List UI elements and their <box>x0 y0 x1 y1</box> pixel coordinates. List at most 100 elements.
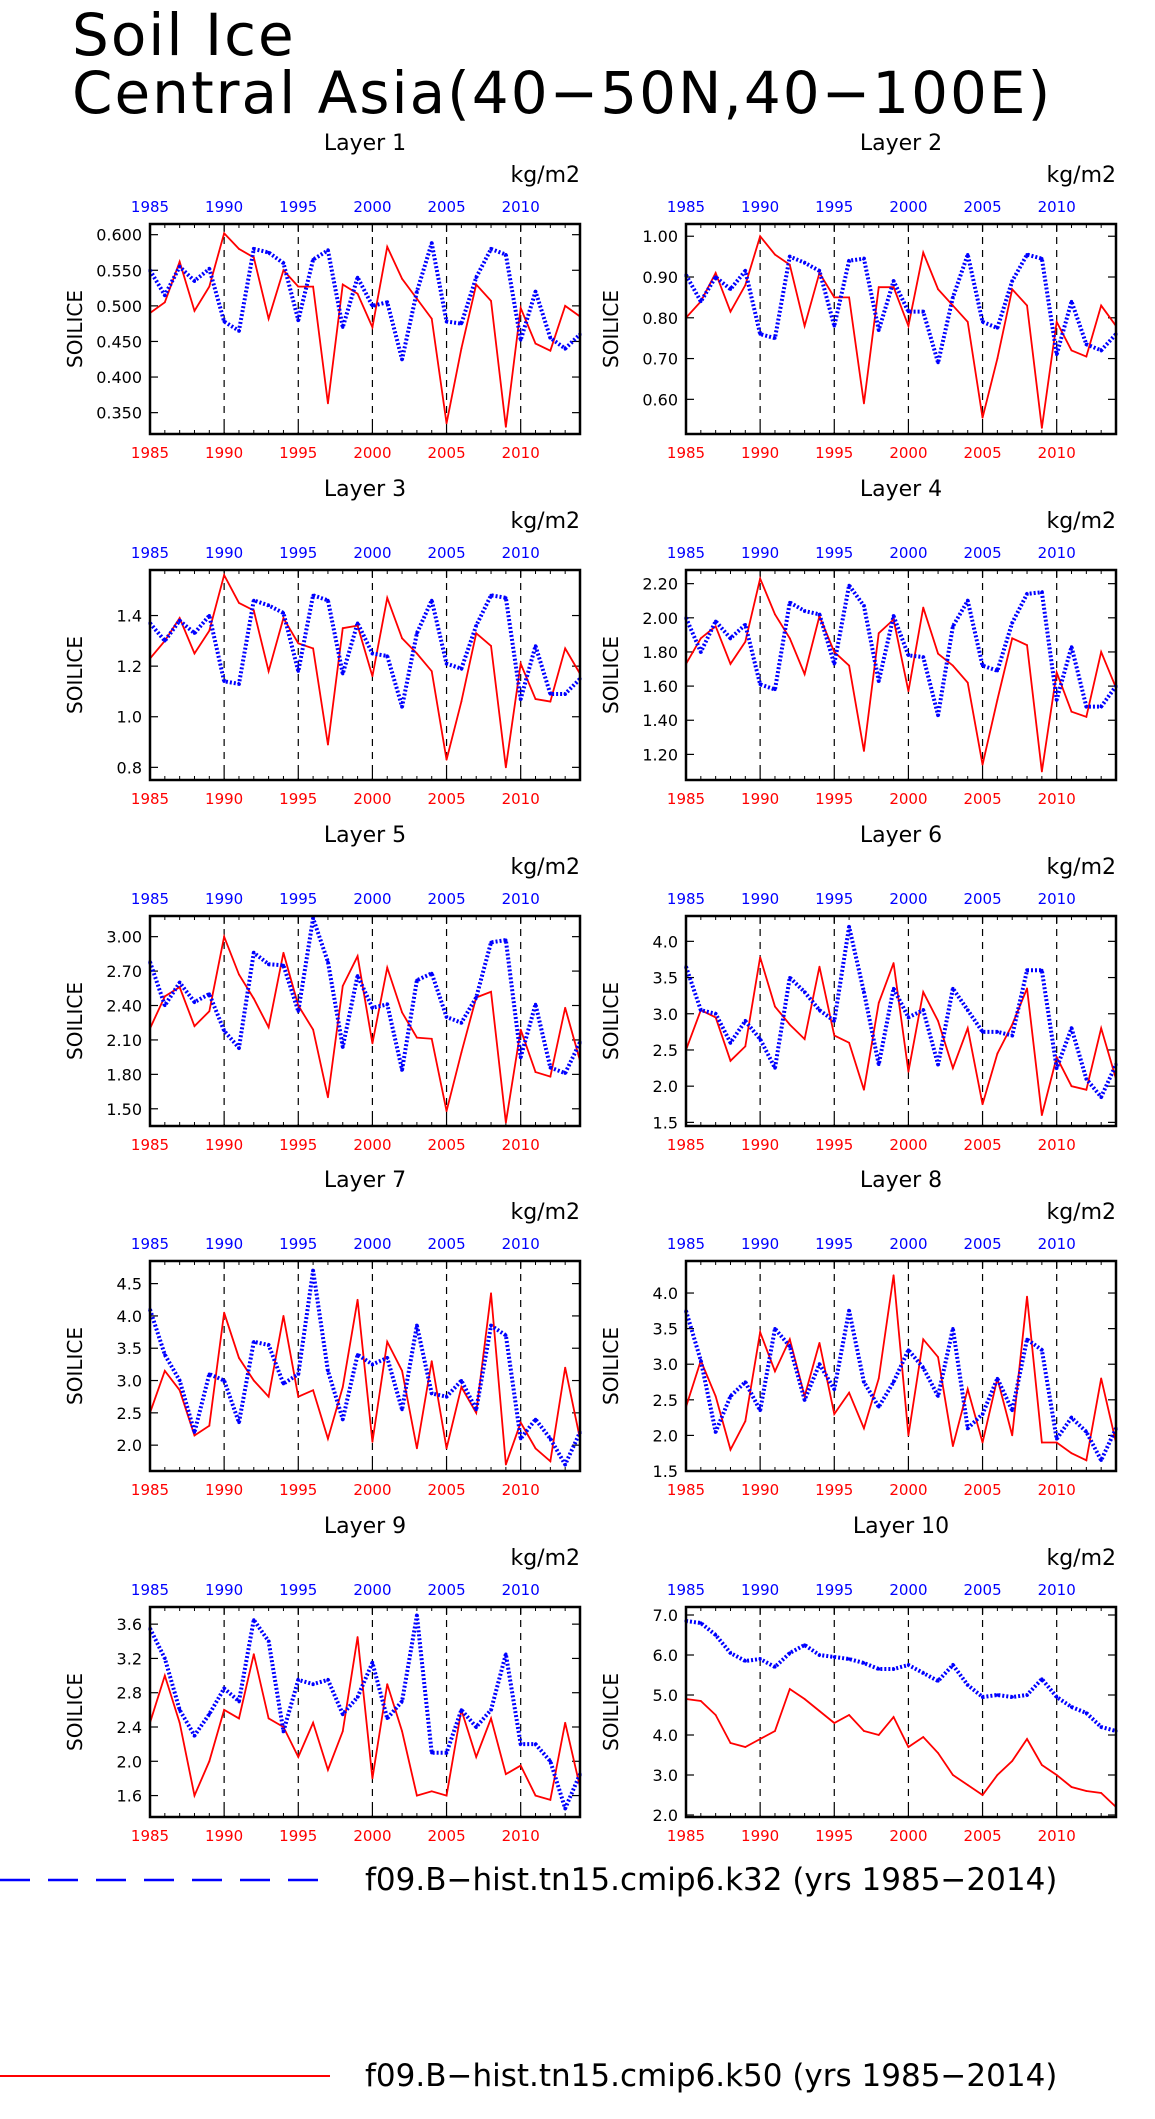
layer9-k32-point-2002 <box>400 1699 404 1703</box>
layer6-ytick-label-3: 3.0 <box>653 1005 678 1024</box>
layer8-k32-point-2011 <box>1069 1416 1074 1420</box>
layer9-k32-point-2005 <box>444 1751 449 1755</box>
layer4-k50-point-1997 <box>863 750 865 752</box>
layer2-k32-point-2001 <box>921 310 925 314</box>
layer4-k32-point-1997 <box>862 604 866 608</box>
layer2-xtick-label-top-2000: 2000 <box>889 198 927 216</box>
layer1-k32-point-1994 <box>281 261 286 265</box>
layer7-k50-point-1994 <box>282 1315 285 1317</box>
layer4-k32-point-1989 <box>743 623 747 627</box>
layer8-k50-point-1993 <box>803 1395 806 1398</box>
layer5-units-label: kg/m2 <box>510 855 580 880</box>
layer1-xtick-label-bottom-2010: 2010 <box>502 444 540 462</box>
layer4-k50-point-1996 <box>848 664 851 667</box>
layer8-xtick-label-top-2005: 2005 <box>963 1235 1001 1253</box>
layer2-k32-point-2005 <box>980 320 985 324</box>
layer4-k50-point-2011 <box>1070 710 1073 713</box>
layer1-k32-point-1998 <box>341 325 345 329</box>
layer3-xtick-label-top-2005: 2005 <box>427 544 465 562</box>
layer5-k32-point-2005 <box>444 1015 449 1019</box>
layer2-k50-point-1988 <box>729 310 732 313</box>
layer7-k32-point-2009 <box>504 1333 508 1337</box>
layer2-k50-point-1999 <box>892 286 895 289</box>
layer7-k32-point-2001 <box>385 1356 389 1360</box>
layer7-k32-point-1990 <box>222 1378 226 1383</box>
layer10-k50-point-2011 <box>1070 1786 1073 1788</box>
layer3-k32-point-2007 <box>474 624 478 628</box>
layer6-k32-point-1989 <box>743 1019 747 1023</box>
layer10-units-label: kg/m2 <box>1046 1546 1116 1571</box>
layer7-xtick-label-bottom-2005: 2005 <box>427 1481 465 1499</box>
layer5-title: Layer 5 <box>324 823 406 848</box>
layer7-k50-point-2010 <box>519 1421 522 1424</box>
layer8-k50-point-2001 <box>922 1338 925 1341</box>
layer10-xtick-label-bottom-2005: 2005 <box>963 1827 1001 1845</box>
layer7-xtick-label-top-1990: 1990 <box>205 1235 243 1253</box>
layer3-k50-point-1998 <box>341 627 344 630</box>
layer5-k50-point-2004 <box>430 1037 433 1040</box>
layer5-ytick-label-4: 2.70 <box>106 962 142 981</box>
layer10-k50-point-2009 <box>1040 1764 1043 1766</box>
layer8-k32-point-1992 <box>788 1344 792 1349</box>
layer8-k32-point-2008 <box>1025 1337 1029 1341</box>
layer6-k50-point-1987 <box>714 1016 717 1019</box>
layer7-title: Layer 7 <box>324 1168 406 1193</box>
layer3-k50-point-1997 <box>327 743 329 746</box>
layer8-k50-point-1987 <box>714 1395 717 1398</box>
layer10-k50-point-1997 <box>863 1730 865 1732</box>
layer1-k50-point-1994 <box>282 269 285 272</box>
layer1-k50-point-2003 <box>415 297 418 300</box>
layer6-k50-point-2012 <box>1085 1088 1088 1091</box>
layer9-k32-point-1998 <box>341 1712 345 1716</box>
layer7-k50-point-2012 <box>549 1460 552 1463</box>
layer4-k50-point-2002 <box>937 652 939 655</box>
layer6-k32-point-2013 <box>1099 1095 1103 1099</box>
layer8-k32-point-2007 <box>1010 1408 1014 1413</box>
layer6-k32-point-2012 <box>1084 1077 1088 1081</box>
layer7-k32-point-1986 <box>163 1353 167 1357</box>
layer6-k32-point-2005 <box>980 1030 985 1034</box>
layer3-k50-point-1992 <box>252 609 255 612</box>
layer10-k32-point-2008 <box>1025 1693 1029 1697</box>
layer3-k32-point-2000 <box>370 651 375 656</box>
layer7-k32-point-2000 <box>370 1362 375 1366</box>
layer8-k50-point-1999 <box>892 1274 895 1277</box>
layer4-title: Layer 4 <box>860 477 942 502</box>
layer10-k50-point-2005 <box>981 1794 984 1796</box>
layer8-k32-point-1995 <box>832 1387 836 1391</box>
layer7-k32-point-1988 <box>192 1430 197 1434</box>
layer6-k32-point-1992 <box>788 975 792 980</box>
layer3-k32-point-1986 <box>163 639 167 643</box>
layer4-k32-point-2009 <box>1040 590 1044 594</box>
layer10-k32-point-1996 <box>847 1657 851 1661</box>
layer5-ytick-label-1: 1.80 <box>106 1065 142 1084</box>
layer2-xtick-label-top-1985: 1985 <box>667 198 705 216</box>
layer6-k50-point-1993 <box>803 1038 806 1041</box>
layer5-k32-point-2010 <box>519 1055 523 1059</box>
layer5-k32-point-1991 <box>237 1046 241 1050</box>
layer2-k32-point-1995 <box>832 324 836 328</box>
layer6-units-label: kg/m2 <box>1046 855 1116 880</box>
layer7-k32-point-1991 <box>237 1420 241 1425</box>
layer9-k50-point-1989 <box>208 1760 211 1763</box>
layer8-k32-point-2001 <box>921 1366 925 1370</box>
layer10-xtick-label-bottom-1985: 1985 <box>667 1827 705 1845</box>
layer1-k32-point-1993 <box>267 250 271 255</box>
layer6-xtick-label-top-2005: 2005 <box>963 890 1001 908</box>
layer1-k50-point-1992 <box>252 256 255 259</box>
layer10-k32-point-2002 <box>936 1679 940 1683</box>
layer4-k50-point-2010 <box>1055 671 1058 674</box>
layer3-xtick-label-bottom-2000: 2000 <box>353 790 391 808</box>
layer10-k32-point-2006 <box>995 1693 999 1697</box>
layer3-k32-point-2001 <box>385 654 389 658</box>
layer4-plot-frame <box>684 568 1118 782</box>
layer10-ytick-label-1: 3.0 <box>653 1766 678 1785</box>
layer5-series-line-k50 <box>149 933 581 1123</box>
layer8-k50-point-2005 <box>981 1441 984 1444</box>
layer7-k32-point-2013 <box>563 1462 567 1467</box>
layer4-k50-point-1998 <box>877 632 880 635</box>
layer1-k32-point-1996 <box>311 257 315 262</box>
layer9-k50-point-2008 <box>490 1717 492 1720</box>
layer9-k32-point-1986 <box>163 1656 167 1661</box>
layer3-k50-point-2009 <box>504 766 507 769</box>
